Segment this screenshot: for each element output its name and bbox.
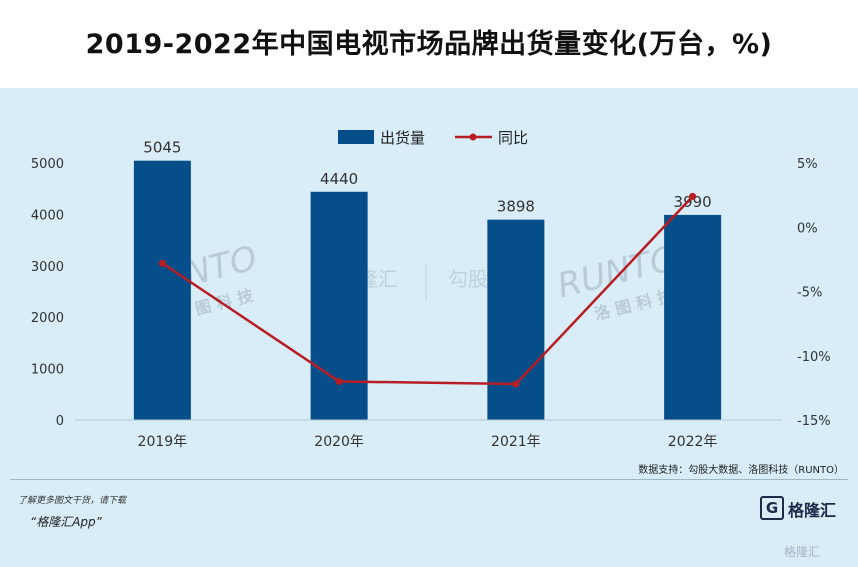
data-label-1: 5045 <box>143 139 181 157</box>
legend-line-label: 同比 <box>498 129 528 147</box>
y-left-tick-label-2: 1000 <box>31 363 64 378</box>
legend-bar-swatch <box>338 130 374 144</box>
footer-divider <box>10 479 848 480</box>
data-label-2: 4440 <box>320 170 358 188</box>
legend-layer: 出货量 同比 <box>338 129 528 147</box>
y-left-tick-label-1: 0 <box>56 414 64 429</box>
brand-logo-text: 格隆汇 <box>788 501 837 520</box>
brand-logo-mark: G <box>760 496 784 520</box>
x-tick-label-3: 2021年 <box>491 434 541 450</box>
y-left-tick-label-5: 4000 <box>31 208 64 223</box>
y-right-tick-label-2: 0% <box>797 221 818 236</box>
x-tick-label-4: 2022年 <box>668 434 718 450</box>
bar-4 <box>664 214 722 420</box>
yoy-point-3 <box>512 380 520 388</box>
y-right-tick-label-3: -5% <box>797 286 822 301</box>
yoy-point-2 <box>335 377 343 385</box>
y-right-tick-label-4: -10% <box>797 350 831 365</box>
y-right-tick-label-5: -15% <box>797 414 831 429</box>
y-left-tick-label-3: 2000 <box>31 311 64 326</box>
brand-logo: G 格隆汇 <box>760 496 856 522</box>
axis-layer: 2019年 2020年 2021年 2022年 0 1000 2000 3000 4000 500… <box>31 157 831 450</box>
chart-title: 2019-2022年中国电视市场品牌出货量变化(万台，%) <box>85 29 773 60</box>
line-layer <box>158 192 697 388</box>
bar-1 <box>133 160 191 420</box>
y-right-tick-label-1: 5% <box>797 157 818 172</box>
promo-line-1: 了解更多图文干货，请下载 <box>18 496 127 506</box>
legend-line-marker <box>469 133 477 141</box>
bar-2 <box>310 191 368 420</box>
yoy-line <box>161 195 694 386</box>
yoy-point-4 <box>689 192 697 200</box>
data-label-3: 3898 <box>497 198 535 216</box>
promo-line-2: “格隆汇App” <box>30 515 102 529</box>
legend-bar-label: 出货量 <box>380 129 425 147</box>
yoy-point-1 <box>158 259 166 267</box>
source-note: 数据支持：勾股大数据、洛图科技（RUNTO） <box>638 465 844 476</box>
y-left-tick-label-4: 3000 <box>31 260 64 275</box>
x-tick-label-2: 2020年 <box>314 434 364 450</box>
x-tick-label-1: 2019年 <box>138 434 188 450</box>
y-left-tick-label-6: 5000 <box>31 157 64 172</box>
corner-watermark: 格隆汇 <box>784 545 821 559</box>
bar-3 <box>487 219 545 420</box>
